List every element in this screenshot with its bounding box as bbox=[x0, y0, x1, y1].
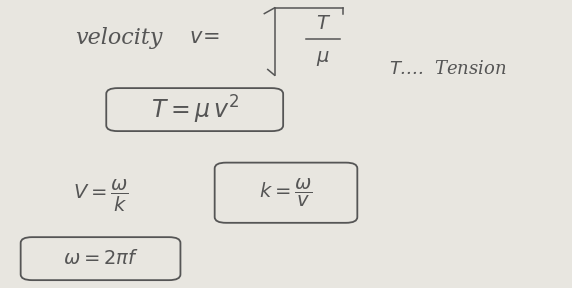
Text: $T$....  Tension: $T$.... Tension bbox=[389, 60, 506, 79]
Text: $V = \dfrac{\omega}{k}$: $V = \dfrac{\omega}{k}$ bbox=[73, 177, 128, 214]
Text: velocity: velocity bbox=[75, 27, 162, 49]
Text: $v\!=\!$: $v\!=\!$ bbox=[189, 29, 220, 48]
Text: $\mu$: $\mu$ bbox=[316, 48, 330, 67]
Text: $T = \mu\,v^2$: $T = \mu\,v^2$ bbox=[150, 94, 239, 126]
Text: $T$: $T$ bbox=[316, 15, 331, 33]
Text: $k = \dfrac{\omega}{v}$: $k = \dfrac{\omega}{v}$ bbox=[259, 177, 313, 209]
Text: $\omega = 2\pi f$: $\omega = 2\pi f$ bbox=[63, 249, 138, 268]
